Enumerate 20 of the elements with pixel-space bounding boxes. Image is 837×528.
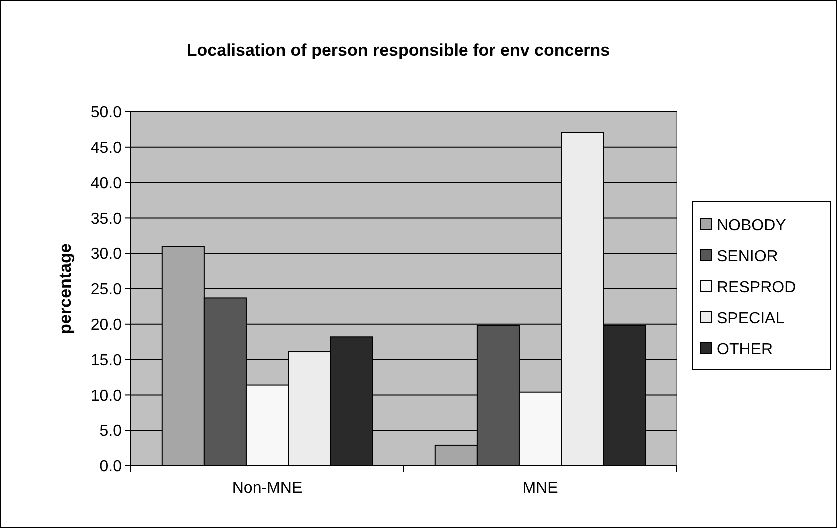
y-tick-label: 10.0 [90,388,122,405]
y-tick-label: 50.0 [90,104,122,122]
y-axis-title: percentage [56,244,75,334]
legend-label: OTHER [717,342,773,359]
y-tick-label: 35.0 [90,210,122,228]
y-tick-label: 30.0 [90,246,122,264]
y-tick-label: 20.0 [90,317,122,334]
y-tick-label: 25.0 [90,282,122,299]
legend-label: RESPROD [717,280,796,297]
legend-label: NOBODY [717,218,787,235]
x-tick-label: MNE [522,480,558,497]
y-tick-label: 45.0 [90,140,122,157]
chart-title: Localisation of person responsible for env concerns [186,41,610,60]
y-tick-label: 40.0 [90,175,122,192]
legend-label: SENIOR [717,248,778,266]
y-tick-label: 0.0 [100,458,122,476]
legend-label: SPECIAL [717,310,785,328]
y-tick-label: 5.0 [100,423,122,440]
x-tick-label: Non-MNE [232,480,303,497]
y-tick-label: 15.0 [90,352,122,370]
